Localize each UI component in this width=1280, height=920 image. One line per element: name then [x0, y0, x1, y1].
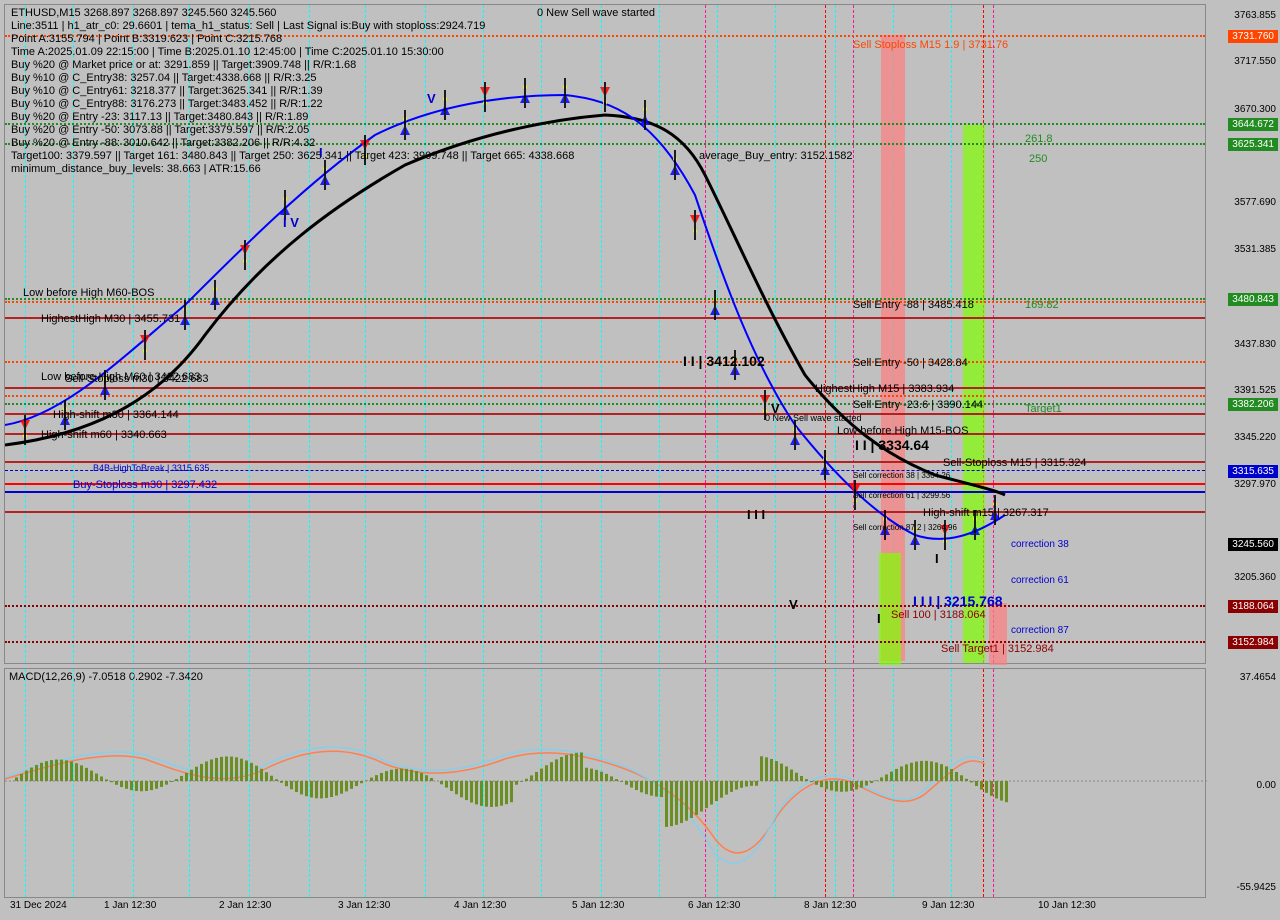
fib-label: 169.82 — [1025, 299, 1059, 311]
wave-label: I V — [283, 215, 299, 230]
time-tick: 31 Dec 2024 — [10, 900, 67, 911]
annotation-label: Buy-Stoploss m30 | 3297.432 — [73, 479, 217, 491]
wave-label: I I I — [747, 507, 765, 522]
macd-tick: 0.00 — [1257, 780, 1276, 791]
chart-container: ETHUSD,M15 3268.897 3268.897 3245.560 32… — [0, 0, 1280, 920]
price-tick: 3391.525 — [1234, 385, 1276, 396]
annotation-label: Sell Stoploss M15 1.9 | 3731.76 — [853, 39, 1008, 51]
annotation-label: Sell Entry -50 | 3428.84 — [853, 357, 968, 369]
price-level-label: 3731.760 — [1228, 30, 1278, 43]
info-line-4: Buy %20 @ Market price or at: 3291.859 |… — [11, 59, 356, 71]
wave-status: 0 New Sell wave started — [537, 7, 655, 19]
price-tick: 3437.830 — [1234, 339, 1276, 350]
price-level-label: 3188.064 — [1228, 600, 1278, 613]
annotation-label: Sell correction 87.2 | 3264.96 — [853, 523, 957, 532]
annotation-label: High-shift m60 | 3340.663 — [41, 429, 167, 441]
annotation-label: Low before High M15-BOS — [837, 425, 968, 437]
info-line-10: Buy %20 @ Entry -88: 3010.642 || Target:… — [11, 137, 315, 149]
info-line-2: Point A:3155.794 | Point B:3319.623 | Po… — [11, 33, 282, 45]
price-level-label: 3644.672 — [1228, 118, 1278, 131]
fib-label: 261.8 — [1025, 133, 1053, 145]
macd-tick: -55.9425 — [1237, 882, 1276, 893]
info-line-7: Buy %10 @ C_Entry88: 3176.273 || Target:… — [11, 98, 323, 110]
avg-entry: average_Buy_entry: 3152.1582 — [699, 150, 853, 162]
annotation-label: correction 87 — [1011, 625, 1069, 636]
annotation-label: Sell Entry -88 | 3485.418 — [853, 299, 974, 311]
price-tick: 3531.385 — [1234, 244, 1276, 255]
info-line-6: Buy %10 @ C_Entry61: 3218.377 || Target:… — [11, 85, 323, 97]
price-level-label: 3315.635 — [1228, 465, 1278, 478]
time-tick: 8 Jan 12:30 — [804, 900, 856, 911]
info-line-11: Target100: 3379.597 || Target 161: 3480.… — [11, 150, 574, 162]
price-tick: 3205.360 — [1234, 572, 1276, 583]
annotation-label: Sell Entry -23.6 | 3390.144 — [853, 399, 983, 411]
info-line-3: Time A:2025.01.09 22:15:00 | Time B:2025… — [11, 46, 444, 58]
price-level-label: 3152.984 — [1228, 636, 1278, 649]
annotation-label: Sell 100 | 3188.064 — [891, 609, 986, 621]
annotation-label: correction 61 — [1011, 575, 1069, 586]
info-line-1: Line:3511 | h1_atr_c0: 29.6601 | tema_h1… — [11, 20, 485, 32]
annotation-label: B4B-HighToBreak | 3315.635 — [93, 463, 209, 473]
annotation-label: High-shift m15 | 3267.317 — [923, 507, 1049, 519]
symbol-header: ETHUSD,M15 3268.897 3268.897 3245.560 32… — [11, 7, 276, 19]
price-tick: 3577.690 — [1234, 197, 1276, 208]
time-tick: 10 Jan 12:30 — [1038, 900, 1096, 911]
info-line-8: Buy %20 @ Entry -23: 3117.13 || Target:3… — [11, 111, 308, 123]
time-tick: 5 Jan 12:30 — [572, 900, 624, 911]
annotation-label: Sell correction 38 | 3304.26 — [853, 471, 950, 480]
annotation-label: High-shift m30 | 3364.144 — [53, 409, 179, 421]
wave-label: V — [427, 91, 436, 106]
fib-label: 250 — [1029, 153, 1047, 165]
price-level-label: 3382.206 — [1228, 398, 1278, 411]
annotation-label: Low before High M60-BOS — [23, 287, 154, 299]
wave-label: I — [319, 145, 323, 160]
price-axis: 3763.855 3717.550 3670.300 3577.690 3531.385… — [1210, 4, 1280, 664]
macd-svg — [5, 669, 1207, 899]
annotation-label: Sell Target1 | 3152.984 — [941, 643, 1054, 655]
wave-label: V — [771, 401, 780, 416]
price-tick: 3763.855 — [1234, 10, 1276, 21]
annotation-label: HighestHigh M30 | 3455.731 — [41, 313, 180, 325]
price-level-label: 3245.560 — [1228, 538, 1278, 551]
price-tick: 3345.220 — [1234, 432, 1276, 443]
annotation-label: HighestHigh M15 | 3383.934 — [815, 383, 954, 395]
macd-axis: 37.4654 0.00 -55.9425 — [1210, 668, 1280, 898]
macd-panel[interactable]: MACD(12,26,9) -7.0518 0.2902 -7.3420 — [4, 668, 1206, 898]
wave-label: I — [877, 611, 881, 626]
time-tick: 1 Jan 12:30 — [104, 900, 156, 911]
annotation-label: Sell-Stoploss m30 | 3422.683 — [65, 373, 209, 385]
annotation-label: I I | 3334.64 — [855, 437, 929, 453]
annotation-label: I I I | 3215.768 — [913, 593, 1003, 609]
wave-label: V — [789, 597, 798, 612]
price-level-label: 3480.843 — [1228, 293, 1278, 306]
price-tick: 3297.970 — [1234, 479, 1276, 490]
price-tick: 3670.300 — [1234, 104, 1276, 115]
info-line-12: minimum_distance_buy_levels: 38.663 | AT… — [11, 163, 261, 175]
annotation-label: Sell correction 61 | 3299.56 — [853, 491, 950, 500]
time-tick: 6 Jan 12:30 — [688, 900, 740, 911]
price-tick: 3717.550 — [1234, 56, 1276, 67]
main-chart[interactable]: ETHUSD,M15 3268.897 3268.897 3245.560 32… — [4, 4, 1206, 664]
time-tick: 4 Jan 12:30 — [454, 900, 506, 911]
info-line-5: Buy %10 @ C_Entry38: 3257.04 || Target:4… — [11, 72, 317, 84]
time-tick: 9 Jan 12:30 — [922, 900, 974, 911]
time-axis: 31 Dec 2024 1 Jan 12:30 2 Jan 12:30 3 Jan 1… — [4, 900, 1206, 918]
price-level-label: 3625.341 — [1228, 138, 1278, 151]
time-tick: 3 Jan 12:30 — [338, 900, 390, 911]
wave-label: I — [935, 551, 939, 566]
annotation-label: I I | 3412.102 — [683, 353, 765, 369]
macd-tick: 37.4654 — [1240, 672, 1276, 683]
annotation-label: Sell-Stoploss M15 | 3315.324 — [943, 457, 1087, 469]
annotation-label: correction 38 — [1011, 539, 1069, 550]
info-line-9: Buy %20 @ Entry -50: 3073.88 || Target:3… — [11, 124, 309, 136]
fib-label: Target1 — [1025, 403, 1062, 415]
time-tick: 2 Jan 12:30 — [219, 900, 271, 911]
